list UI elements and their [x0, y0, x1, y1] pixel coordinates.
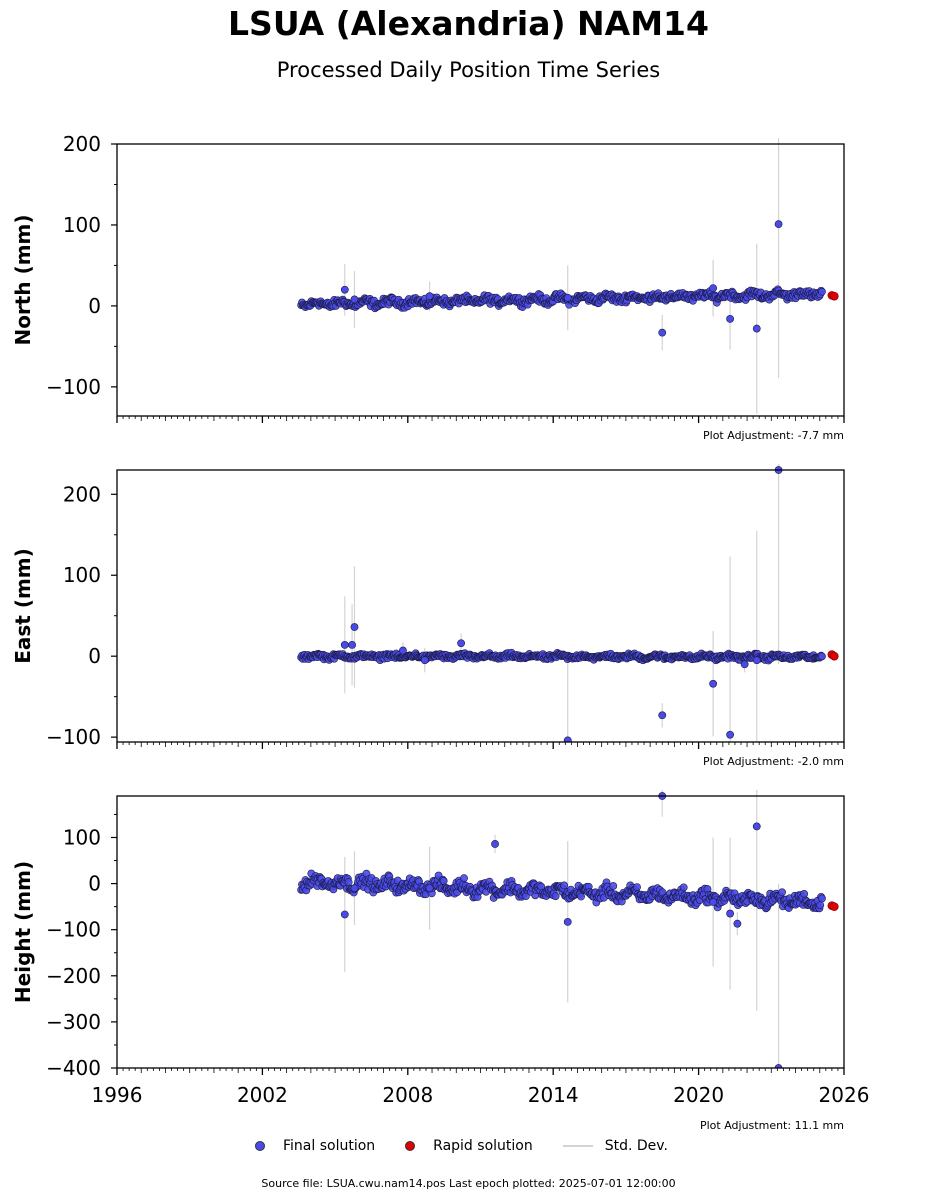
plot-area-0	[297, 138, 839, 414]
final-point	[709, 898, 718, 906]
axes-frame	[116, 469, 845, 743]
final-point	[491, 840, 499, 848]
x-tick-label: 2008	[382, 1083, 433, 1107]
final-point	[560, 881, 569, 890]
y-tick-label: 0	[88, 644, 101, 668]
y-tick-label: −100	[46, 725, 101, 749]
y-tick-label: 100	[63, 825, 101, 849]
legend-rapid-label: Rapid solution	[433, 1138, 533, 1154]
final-point	[340, 640, 349, 649]
final-point	[577, 892, 585, 901]
legend-std: Std. Dev.	[562, 1138, 668, 1154]
y-tick-label: 200	[63, 132, 101, 156]
final-point	[460, 874, 468, 883]
final-point	[778, 888, 786, 897]
y-tick-label: 200	[63, 482, 101, 506]
y-tick-label: −300	[46, 1010, 101, 1034]
final-point	[563, 917, 572, 926]
chart-subtitle: Processed Daily Position Time Series	[276, 58, 661, 82]
axes-frame	[116, 795, 845, 1069]
legend-std-label: Std. Dev.	[604, 1138, 668, 1154]
final-point	[439, 877, 448, 885]
plot-area-1	[297, 464, 839, 742]
y-axis-label: Height (mm)	[11, 861, 35, 1003]
final-point	[420, 656, 429, 665]
axes-frame	[116, 143, 845, 417]
y-axis-label: East (mm)	[11, 548, 35, 664]
final-point	[818, 287, 826, 296]
final-point	[609, 882, 618, 890]
y-tick-label: −400	[46, 1056, 101, 1080]
final-point	[709, 284, 718, 292]
y-axis-label: North (mm)	[11, 214, 35, 345]
y-tick-label: 100	[63, 563, 101, 587]
final-point	[633, 883, 641, 892]
final-point	[658, 711, 667, 720]
final-point	[752, 822, 761, 831]
final-point	[344, 878, 353, 886]
final-point	[774, 220, 783, 229]
final-point	[340, 910, 349, 919]
final-point	[350, 295, 359, 304]
y-tick-label: −100	[46, 918, 101, 942]
x-tick-label: 2020	[673, 1083, 724, 1107]
adjustment-north: Plot Adjustment: -7.7 mm	[703, 429, 844, 442]
final-point	[818, 652, 826, 661]
final-point	[752, 324, 761, 333]
source-text: Source file: LSUA.cwu.nam14.pos Last epo…	[261, 1177, 676, 1190]
final-point	[726, 730, 735, 739]
final-point	[563, 293, 572, 302]
final-point	[709, 679, 718, 688]
final-point	[726, 314, 735, 323]
final-point	[350, 884, 359, 893]
final-point	[816, 901, 825, 910]
final-point	[348, 640, 356, 649]
rapid-point	[830, 902, 839, 911]
final-point	[774, 1064, 783, 1068]
final-point	[340, 285, 349, 294]
final-point	[658, 328, 667, 337]
y-tick-label: 0	[88, 294, 101, 318]
final-point	[740, 660, 749, 669]
y-tick-label: 0	[88, 872, 101, 896]
final-point	[425, 884, 434, 893]
legend-final-label: Final solution	[283, 1138, 376, 1154]
x-tick-label: 1996	[92, 1083, 143, 1107]
adjustment-height: Plot Adjustment: 11.1 mm	[699, 1119, 844, 1132]
legend-final: Final solution	[255, 1138, 375, 1154]
x-tick-label: 2026	[819, 1083, 870, 1107]
y-tick-label: 100	[63, 213, 101, 237]
final-point	[425, 292, 434, 301]
y-tick-label: −200	[46, 964, 101, 988]
x-tick-label: 2002	[237, 1083, 288, 1107]
legend: Final solution Rapid solution Std. Dev.	[255, 1138, 698, 1154]
plot-area-2	[297, 790, 839, 1068]
final-point	[457, 639, 466, 648]
final-marker-icon	[255, 1141, 265, 1151]
final-point	[726, 909, 735, 918]
rapid-marker-icon	[405, 1141, 416, 1151]
rapid-point	[830, 291, 839, 301]
final-point	[752, 656, 761, 665]
y-tick-label: −100	[46, 375, 101, 399]
chart-title: LSUA (Alexandria) NAM14	[228, 4, 709, 43]
final-point	[350, 623, 359, 631]
adjustment-east: Plot Adjustment: -2.0 mm	[703, 755, 844, 768]
final-point	[551, 892, 560, 901]
final-point	[563, 736, 572, 742]
final-point	[679, 883, 688, 892]
legend-rapid: Rapid solution	[405, 1138, 533, 1154]
final-point	[733, 919, 742, 928]
final-point	[399, 646, 407, 655]
final-point	[800, 890, 809, 898]
x-tick-label: 2014	[528, 1083, 579, 1107]
final-point	[818, 894, 826, 903]
std-line-icon	[562, 1145, 593, 1147]
rapid-point	[830, 651, 839, 661]
